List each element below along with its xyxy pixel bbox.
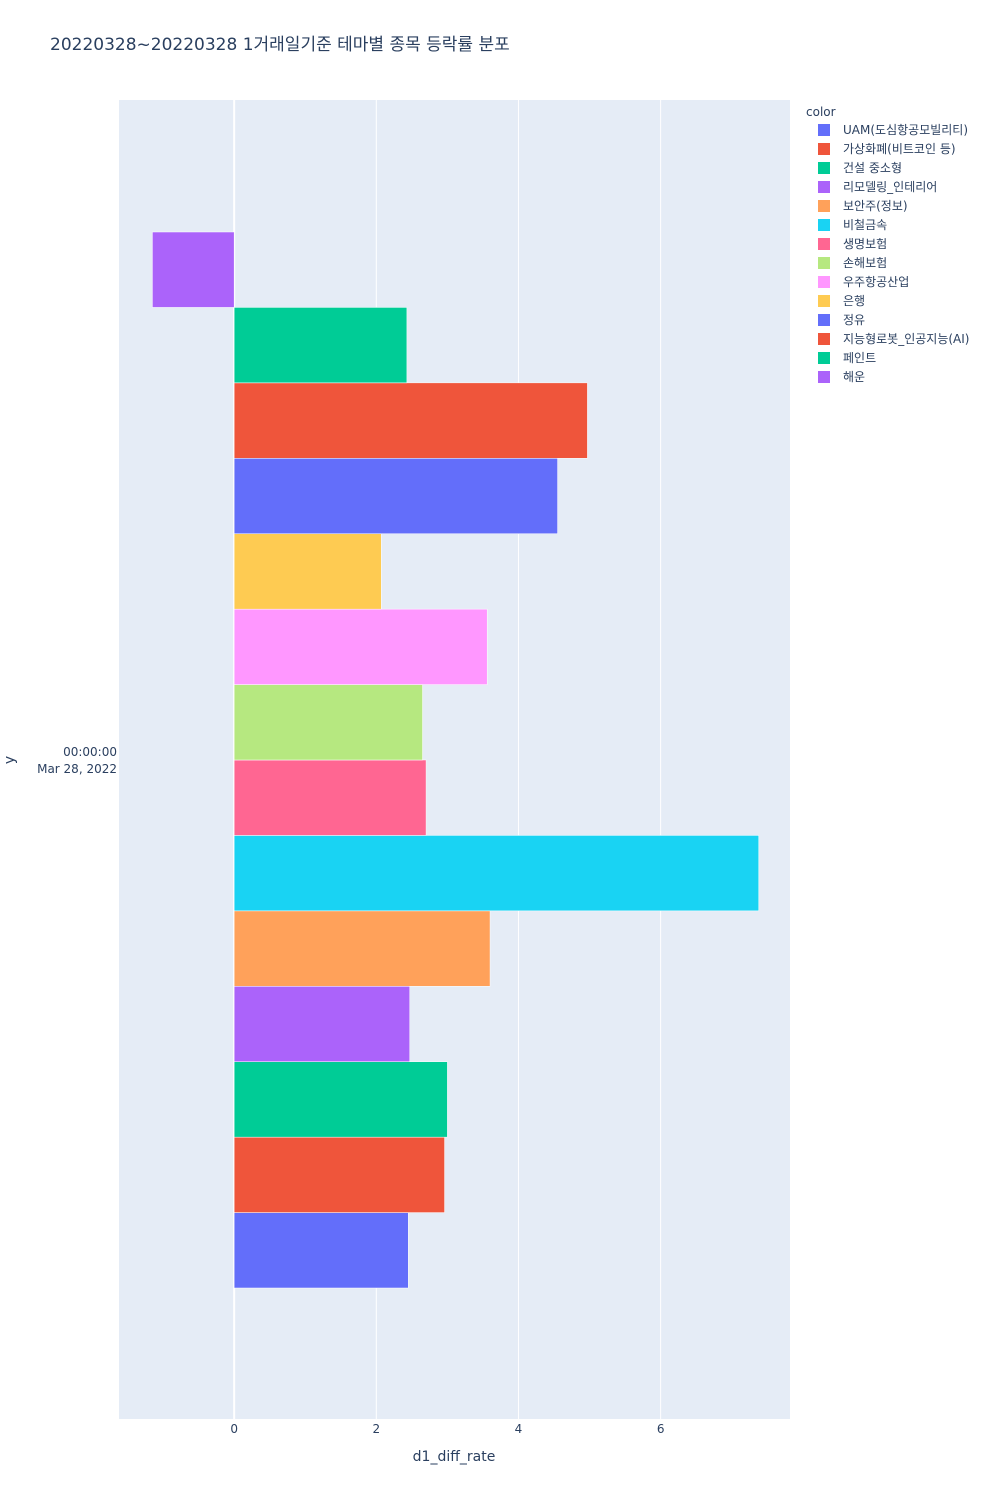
legend-item-label[interactable]: 페인트 (843, 351, 876, 365)
legend-swatch[interactable] (818, 295, 830, 307)
y-tick-label-time: 00:00:00 (63, 745, 117, 759)
legend-swatch[interactable] (818, 333, 830, 345)
legend-item-label[interactable]: 우주항공산업 (843, 275, 909, 289)
bar[interactable] (233, 1136, 445, 1213)
legend-swatch[interactable] (818, 352, 830, 364)
legend-item-label[interactable]: 가상화폐(비트코인 등) (843, 142, 956, 156)
legend-swatch[interactable] (818, 143, 830, 155)
legend-item-label[interactable]: 리모델링_인테리어 (843, 180, 937, 194)
legend-title: color (806, 105, 836, 119)
y-axis-title: y (2, 756, 18, 764)
x-tick-label: 2 (372, 1422, 380, 1436)
bar[interactable] (233, 382, 588, 459)
bar[interactable] (233, 458, 558, 534)
x-tick-label: 0 (230, 1422, 238, 1436)
legend-swatch[interactable] (818, 200, 830, 212)
legend-swatch[interactable] (818, 238, 830, 250)
legend-swatch[interactable] (818, 162, 830, 174)
bar-layer (152, 231, 759, 1289)
bar[interactable] (233, 684, 423, 761)
legend-item-label[interactable]: 건설 중소형 (843, 161, 902, 175)
x-tick-labels: 0 2 4 6 (230, 1422, 664, 1436)
legend-swatch[interactable] (818, 314, 830, 326)
bar[interactable] (152, 231, 235, 308)
bar[interactable] (233, 608, 488, 685)
legend-item-label[interactable]: 생명보험 (843, 237, 887, 251)
bar[interactable] (233, 835, 759, 912)
legend-item-label[interactable]: 정유 (843, 313, 865, 327)
legend-item-label[interactable]: 은행 (843, 293, 865, 308)
bar[interactable] (233, 533, 382, 610)
chart-title: 20220328~20220328 1거래일기준 테마별 종목 등락률 분포 (50, 35, 510, 55)
bar[interactable] (233, 307, 408, 384)
legend-item-label[interactable]: 보안주(정보) (843, 199, 908, 213)
legend: UAM(도심항공모빌리티) 가상화폐(비트코인 등) 건설 중소형리모델링_인테리어… (818, 123, 969, 384)
legend-item-label[interactable]: 손해보험 (843, 256, 887, 270)
bar[interactable] (233, 986, 410, 1062)
legend-swatch[interactable] (818, 257, 830, 269)
bar[interactable] (233, 1212, 409, 1289)
bar[interactable] (233, 910, 491, 987)
legend-item-label[interactable]: 지능형로봇_인공지능(AI) (843, 332, 969, 346)
bar[interactable] (233, 1061, 448, 1138)
legend-item-label[interactable]: 해운 (843, 370, 865, 384)
legend-swatch[interactable] (818, 276, 830, 288)
plot-area (119, 100, 790, 1419)
y-tick-label-date: Mar 28, 2022 (37, 762, 117, 776)
legend-item-label[interactable]: 비철금속 (843, 218, 887, 232)
bar[interactable] (233, 759, 427, 836)
x-tick-label: 4 (515, 1422, 523, 1436)
legend-item-label[interactable]: UAM(도심항공모빌리티) (843, 123, 968, 137)
legend-swatch[interactable] (818, 181, 830, 193)
legend-swatch[interactable] (818, 371, 830, 383)
x-axis-title: d1_diff_rate (413, 1449, 496, 1465)
legend-swatch[interactable] (818, 219, 830, 231)
x-tick-label: 6 (657, 1422, 665, 1436)
legend-swatch[interactable] (818, 124, 830, 136)
